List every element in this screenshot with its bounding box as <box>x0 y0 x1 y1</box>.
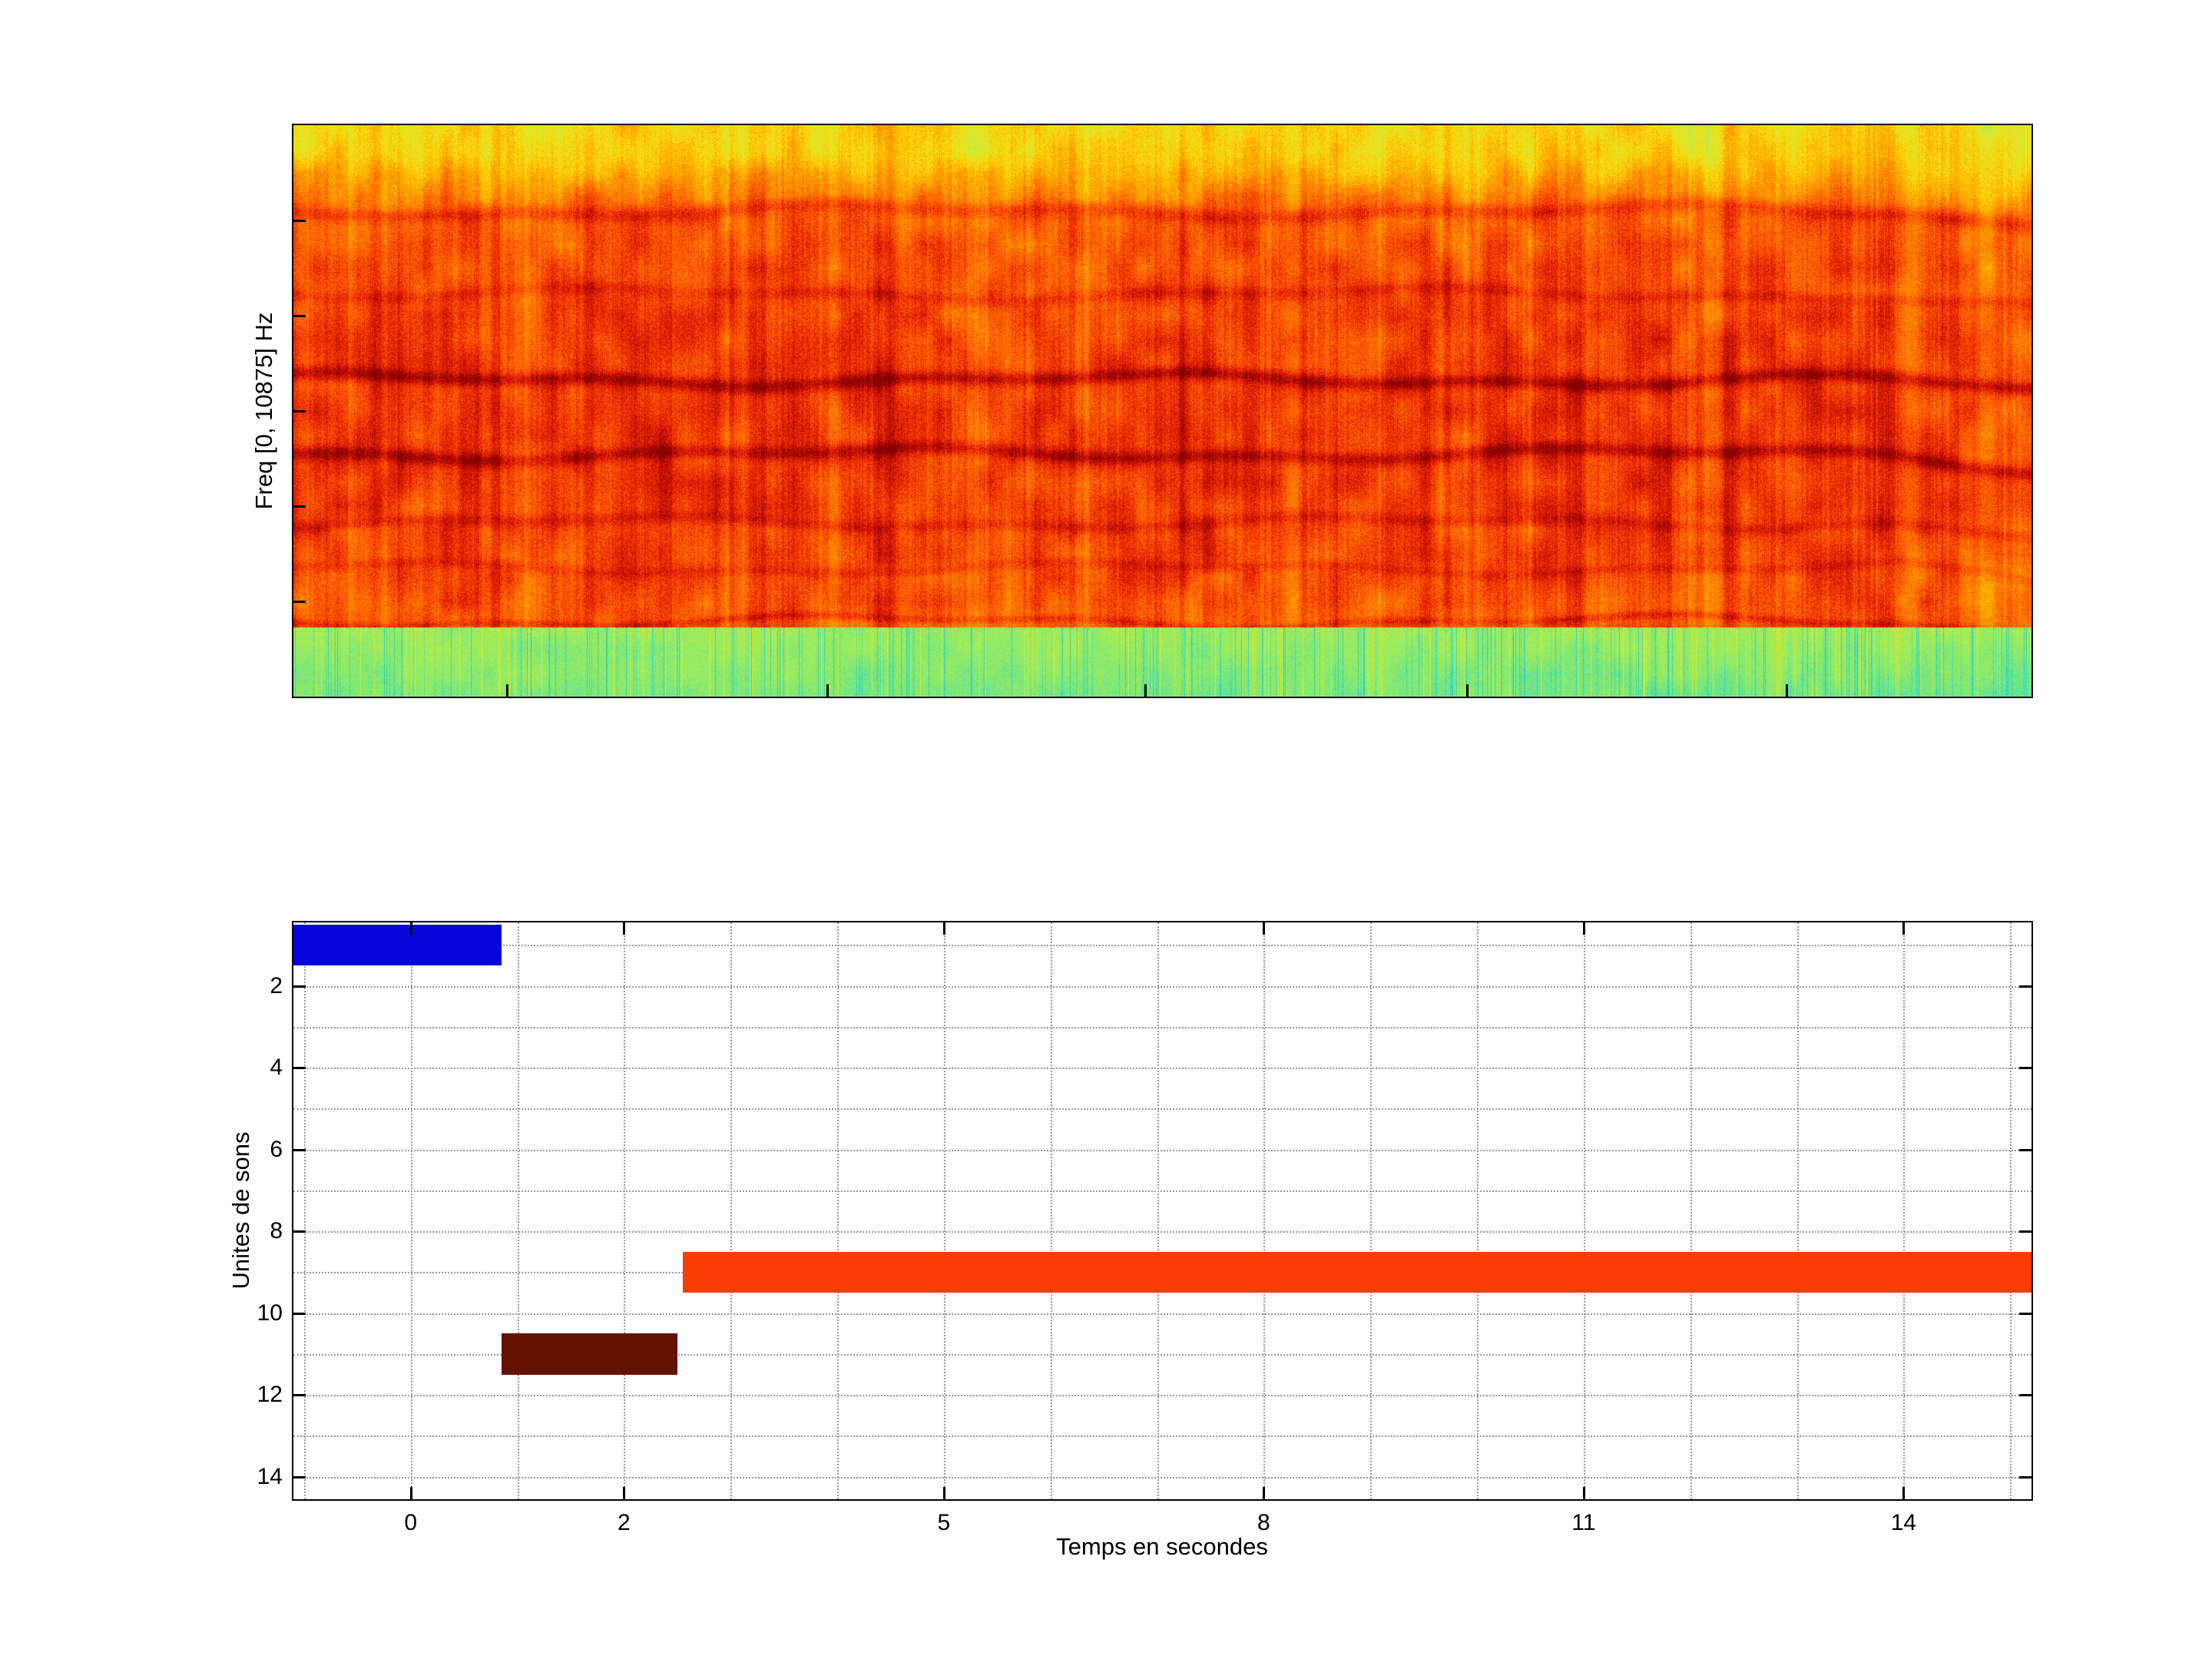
grid-line-vertical <box>1903 922 1905 1499</box>
y-tick <box>2019 985 2032 988</box>
y-tick <box>2019 1067 2032 1069</box>
x-tick-label: 8 <box>1257 1510 1270 1536</box>
x-tick <box>1263 1487 1265 1499</box>
x-tick-label: 2 <box>618 1510 631 1536</box>
grid-line-horizontal <box>293 945 2032 946</box>
spectrogram-ylabel: Freq [0, 10875] Hz <box>250 313 278 510</box>
grid-line-horizontal <box>293 1190 2032 1192</box>
x-tick <box>410 922 412 935</box>
x-tick <box>1902 922 1905 935</box>
y-tick <box>2019 1476 2032 1479</box>
segments-xlabel: Temps en secondes <box>1056 1533 1268 1561</box>
y-tick-label: 2 <box>270 973 283 999</box>
x-tick-label: 14 <box>1891 1510 1916 1536</box>
spectrogram-x-tick <box>1144 684 1147 697</box>
segment-bar <box>293 925 502 965</box>
y-tick <box>2019 1313 2032 1315</box>
x-tick-label: 0 <box>404 1510 417 1536</box>
grid-line-vertical <box>1477 922 1479 1499</box>
grid-line-vertical <box>2010 922 2012 1499</box>
grid-line-vertical <box>1051 922 1052 1499</box>
spectrogram-y-tick <box>293 505 306 508</box>
grid-line-vertical <box>411 922 412 1499</box>
spectrogram-image <box>293 125 2032 697</box>
y-tick-label: 4 <box>270 1055 283 1081</box>
grid-line-vertical <box>624 922 625 1499</box>
grid-line-vertical <box>944 922 945 1499</box>
segments-ylabel: Unites de sons <box>227 1131 255 1289</box>
y-tick-label: 6 <box>270 1137 283 1163</box>
spectrogram-axes <box>292 124 2033 698</box>
x-tick <box>943 1487 945 1499</box>
grid-line-vertical <box>1157 922 1159 1499</box>
spectrogram-y-tick <box>293 410 306 412</box>
x-tick <box>623 1487 625 1499</box>
x-tick <box>1263 922 1265 935</box>
spectrogram-y-tick <box>293 220 306 222</box>
spectrogram-y-tick <box>293 601 306 603</box>
grid-line-vertical <box>1263 922 1265 1499</box>
x-tick <box>410 1487 412 1499</box>
grid-line-horizontal <box>293 1068 2032 1069</box>
x-tick-label: 11 <box>1571 1510 1595 1536</box>
grid-line-vertical <box>1690 922 1692 1499</box>
grid-line-horizontal <box>293 1477 2032 1479</box>
x-tick <box>943 922 945 935</box>
y-tick <box>293 1230 306 1233</box>
grid-line-horizontal <box>293 1395 2032 1396</box>
y-tick-label: 8 <box>270 1218 283 1244</box>
y-tick-label: 12 <box>257 1382 283 1408</box>
segments-axes <box>292 921 2033 1501</box>
segment-bar <box>683 1252 2032 1293</box>
spectrogram-y-tick <box>293 315 306 317</box>
spectrogram-x-tick <box>1466 684 1469 697</box>
y-tick <box>2019 1230 2032 1233</box>
x-tick <box>1583 922 1585 935</box>
y-tick <box>293 1067 306 1069</box>
x-tick <box>1583 1487 1585 1499</box>
y-tick <box>293 1149 306 1151</box>
figure-canvas: Freq [0, 10875] Hz Unites de sons Temps … <box>0 0 2212 1659</box>
spectrogram-x-tick <box>1786 684 1788 697</box>
x-tick <box>1902 1487 1905 1499</box>
grid-line-horizontal <box>293 1027 2032 1028</box>
y-tick-label: 14 <box>257 1464 283 1490</box>
x-tick-label: 5 <box>938 1510 951 1536</box>
grid-line-horizontal <box>293 986 2032 988</box>
grid-line-vertical <box>1797 922 1799 1499</box>
spectrogram-x-tick <box>506 684 508 697</box>
y-tick <box>293 1394 306 1396</box>
grid-line-horizontal <box>293 1108 2032 1110</box>
grid-line-vertical <box>837 922 839 1499</box>
spectrogram-x-tick <box>826 684 829 697</box>
grid-line-vertical <box>1584 922 1585 1499</box>
grid-line-horizontal <box>293 1313 2032 1315</box>
y-tick <box>293 985 306 988</box>
y-tick <box>293 1476 306 1479</box>
grid-line-vertical <box>730 922 732 1499</box>
grid-line-horizontal <box>293 1150 2032 1151</box>
grid-line-horizontal <box>293 1231 2032 1233</box>
grid-line-vertical <box>1370 922 1372 1499</box>
grid-line-horizontal <box>293 1435 2032 1437</box>
segment-bar <box>502 1333 677 1374</box>
grid-line-vertical <box>304 922 306 1499</box>
x-tick <box>623 922 625 935</box>
y-tick <box>293 1313 306 1315</box>
grid-line-vertical <box>518 922 519 1499</box>
y-tick <box>2019 1149 2032 1151</box>
y-tick <box>2019 1394 2032 1396</box>
y-tick-label: 10 <box>257 1300 283 1326</box>
